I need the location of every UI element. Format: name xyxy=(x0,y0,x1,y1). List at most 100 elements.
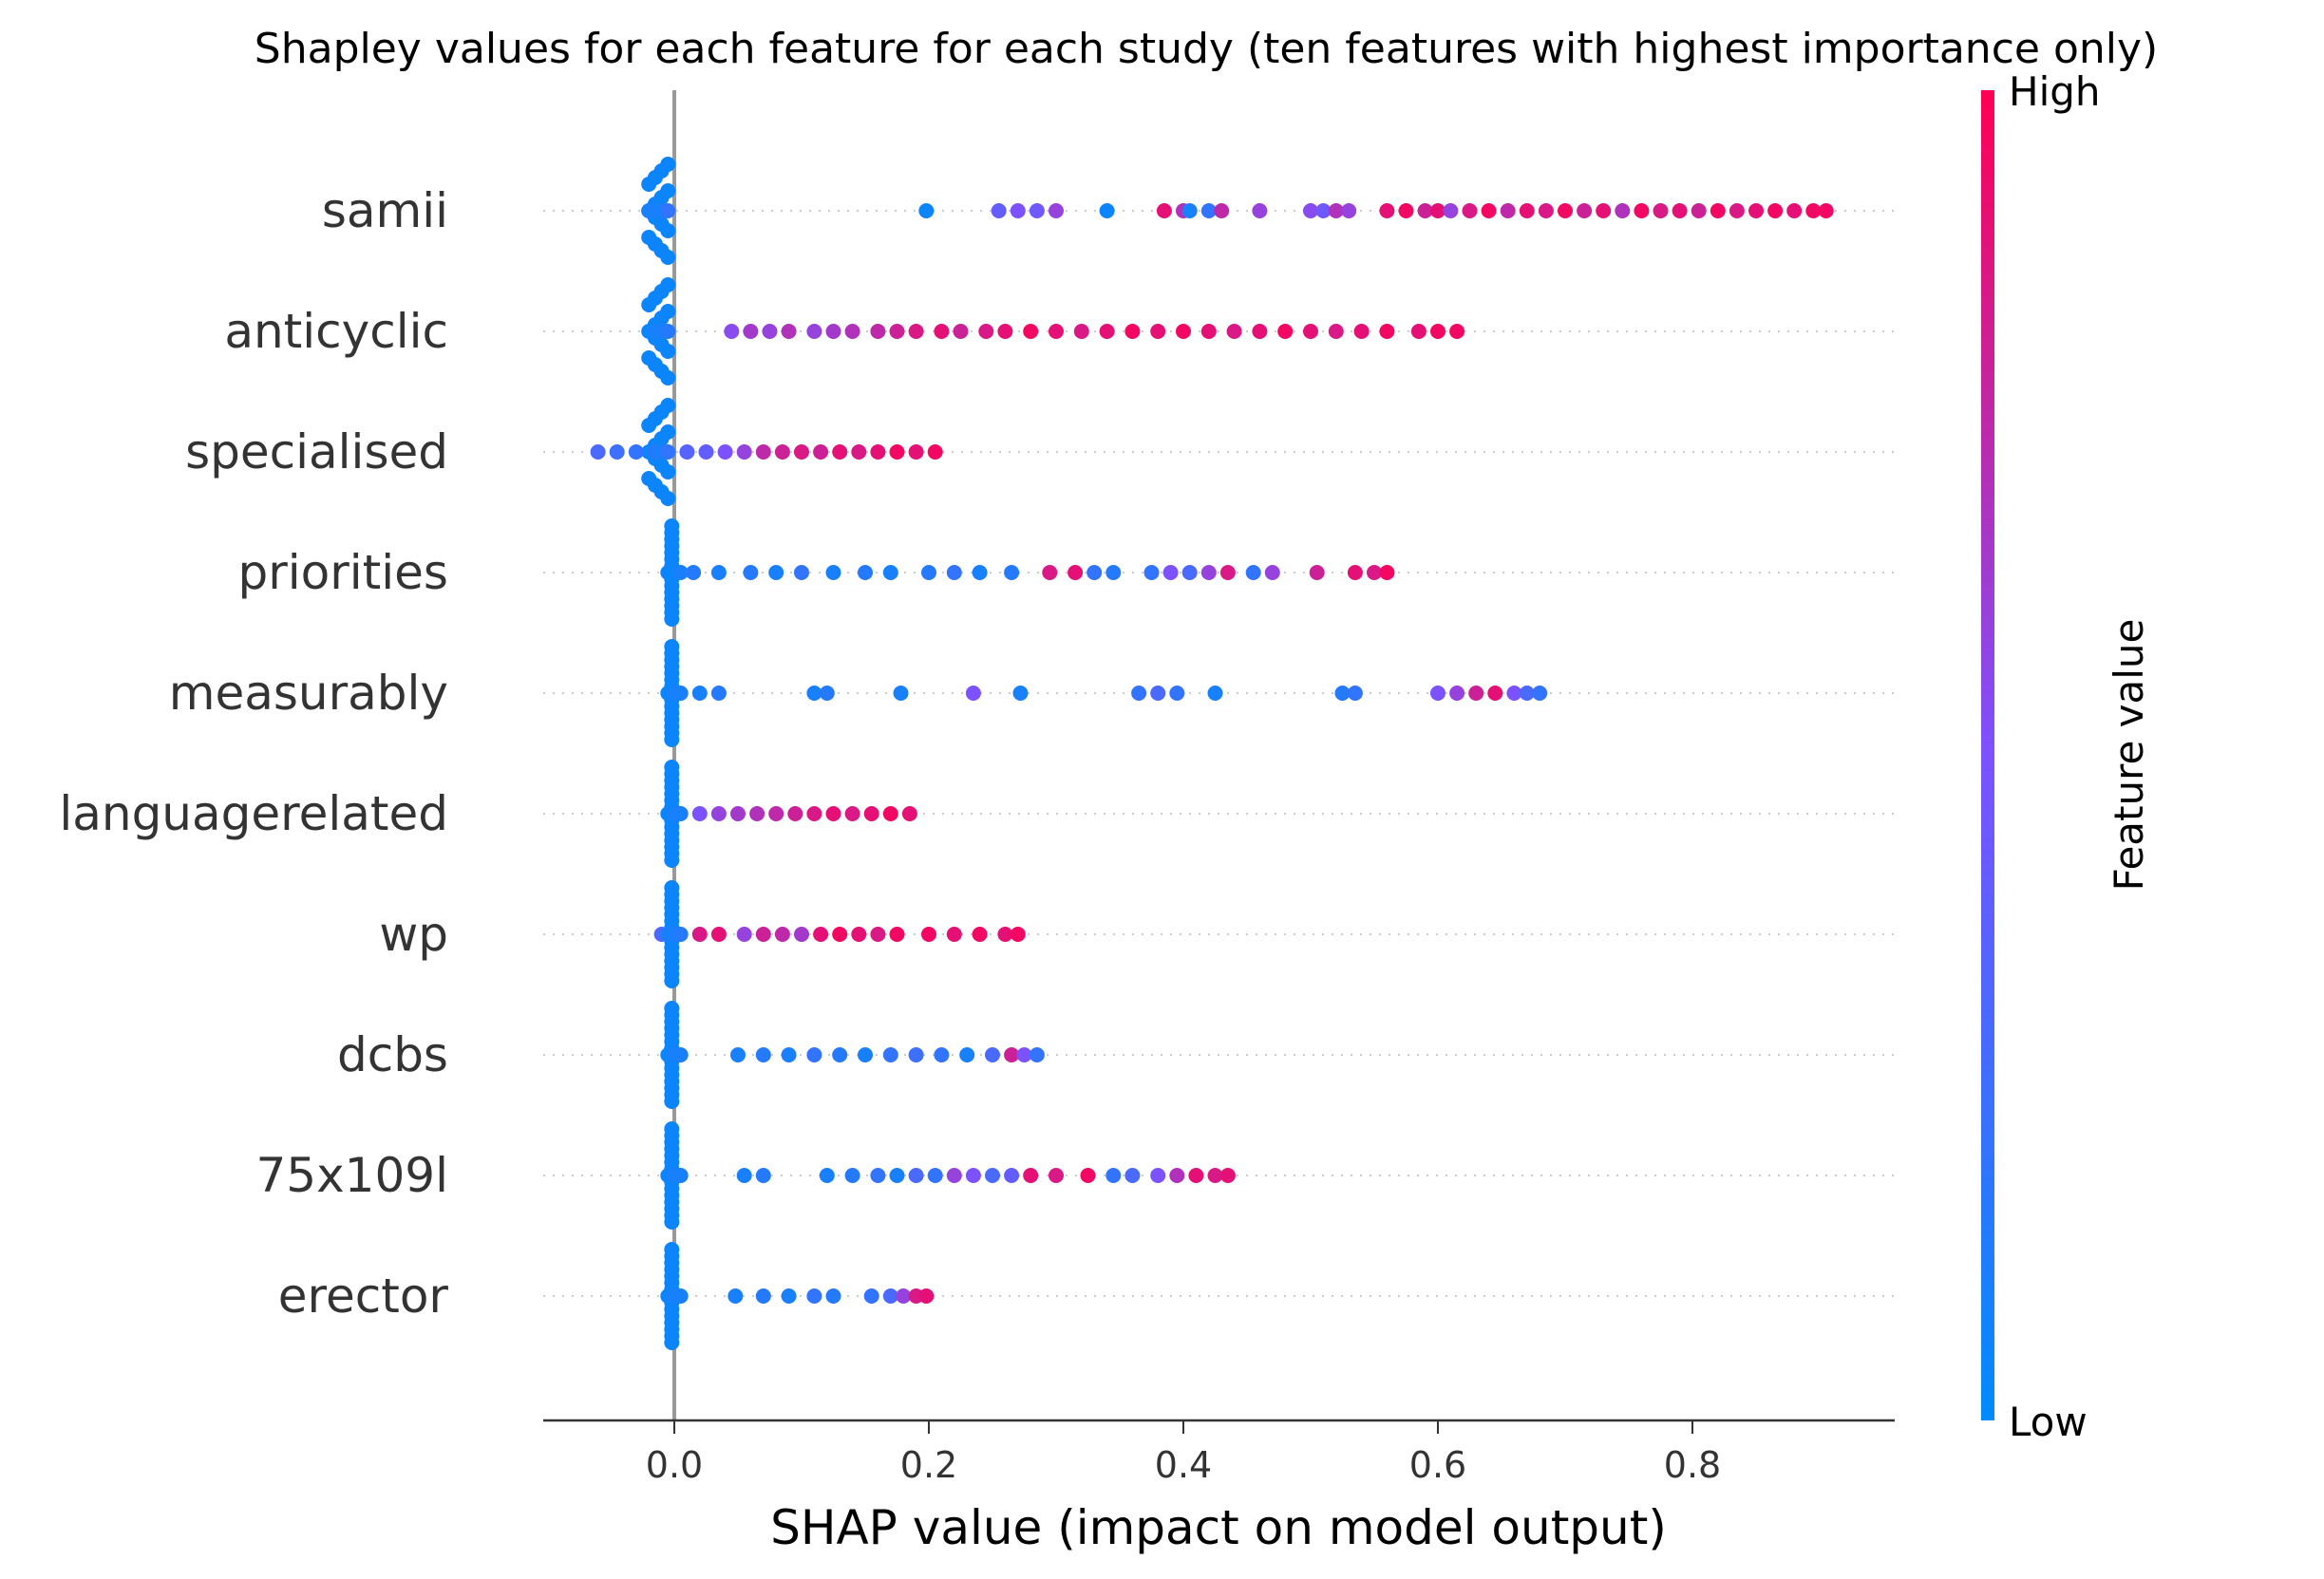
data-point xyxy=(1181,203,1198,218)
data-point xyxy=(710,927,727,942)
data-point xyxy=(743,324,759,339)
data-point xyxy=(819,686,835,701)
data-point xyxy=(781,1288,797,1304)
data-point xyxy=(1691,203,1707,218)
data-point xyxy=(813,927,829,942)
data-point xyxy=(858,565,873,580)
data-point xyxy=(921,927,936,942)
data-point xyxy=(1029,1047,1045,1062)
data-point xyxy=(893,686,909,701)
data-point xyxy=(889,927,905,942)
data-point xyxy=(1124,324,1141,339)
data-point xyxy=(664,1335,680,1350)
data-point xyxy=(664,1094,680,1109)
data-point xyxy=(1532,686,1548,701)
data-point xyxy=(1188,1168,1204,1183)
data-point xyxy=(1519,686,1535,701)
colorbar-title: Feature value xyxy=(2106,619,2152,892)
data-point xyxy=(710,565,727,580)
data-point xyxy=(934,324,950,339)
data-point xyxy=(863,1288,879,1304)
data-point xyxy=(896,1288,912,1304)
feature-label: measurably xyxy=(169,666,448,721)
data-point xyxy=(965,686,981,701)
data-point xyxy=(1398,203,1414,218)
data-point xyxy=(672,1047,689,1062)
feature-label: erector xyxy=(278,1269,449,1324)
data-point xyxy=(858,1047,873,1062)
data-point xyxy=(1219,565,1236,580)
data-point xyxy=(1277,324,1294,339)
data-point xyxy=(908,1047,924,1062)
data-point xyxy=(672,927,689,942)
x-tick-label: 0.8 xyxy=(1664,1444,1721,1486)
data-point xyxy=(1577,203,1593,218)
data-point xyxy=(806,1047,822,1062)
data-point xyxy=(946,927,962,942)
data-point xyxy=(844,324,860,339)
data-point xyxy=(1596,203,1612,218)
data-point xyxy=(882,1288,898,1304)
data-point xyxy=(882,806,898,821)
colorbar-low-label: Low xyxy=(2009,1399,2088,1445)
data-point xyxy=(1124,1168,1141,1183)
data-point xyxy=(660,324,676,339)
data-point xyxy=(1328,324,1344,339)
data-point xyxy=(755,1047,771,1062)
data-point xyxy=(1449,686,1465,701)
data-point xyxy=(1214,203,1230,218)
data-point xyxy=(825,806,841,821)
data-point xyxy=(825,1288,841,1304)
data-point xyxy=(698,444,714,460)
data-point xyxy=(1500,203,1516,218)
x-tick-label: 0.6 xyxy=(1409,1444,1466,1486)
data-point xyxy=(889,444,905,460)
data-point xyxy=(1226,324,1242,339)
data-point xyxy=(1653,203,1669,218)
data-point xyxy=(1200,203,1217,218)
data-point xyxy=(1105,565,1122,580)
data-point xyxy=(1207,686,1223,701)
data-point xyxy=(1309,565,1325,580)
data-point xyxy=(1410,324,1427,339)
data-point xyxy=(1538,203,1554,218)
data-point xyxy=(1347,686,1363,701)
data-point xyxy=(660,491,676,506)
feature-label: 75x109l xyxy=(255,1148,448,1203)
data-point xyxy=(832,444,848,460)
data-point xyxy=(727,1288,744,1304)
data-point xyxy=(641,297,657,312)
data-point xyxy=(844,1168,860,1183)
data-point xyxy=(953,324,969,339)
data-point xyxy=(825,565,841,580)
data-point xyxy=(1786,203,1803,218)
data-point xyxy=(1245,565,1261,580)
data-point xyxy=(641,177,657,192)
data-point xyxy=(1162,565,1179,580)
data-point xyxy=(1143,565,1160,580)
data-point xyxy=(1080,1168,1096,1183)
data-point xyxy=(806,686,822,701)
data-point xyxy=(870,444,886,460)
data-point xyxy=(985,1168,1000,1183)
data-point xyxy=(664,973,680,988)
data-point xyxy=(1068,565,1084,580)
data-point xyxy=(997,927,1013,942)
data-point xyxy=(660,250,676,265)
data-point xyxy=(660,444,676,460)
data-point xyxy=(1073,324,1089,339)
data-point xyxy=(1468,686,1484,701)
feature-label: specialised xyxy=(185,424,448,479)
data-point xyxy=(736,927,752,942)
data-point xyxy=(1328,203,1344,218)
data-point xyxy=(774,927,790,942)
data-point xyxy=(1443,203,1459,218)
data-point xyxy=(1016,1047,1032,1062)
data-point xyxy=(972,927,988,942)
data-point xyxy=(832,927,848,942)
data-point xyxy=(609,444,625,460)
data-point xyxy=(851,444,867,460)
data-point xyxy=(1710,203,1726,218)
data-point xyxy=(590,444,606,460)
